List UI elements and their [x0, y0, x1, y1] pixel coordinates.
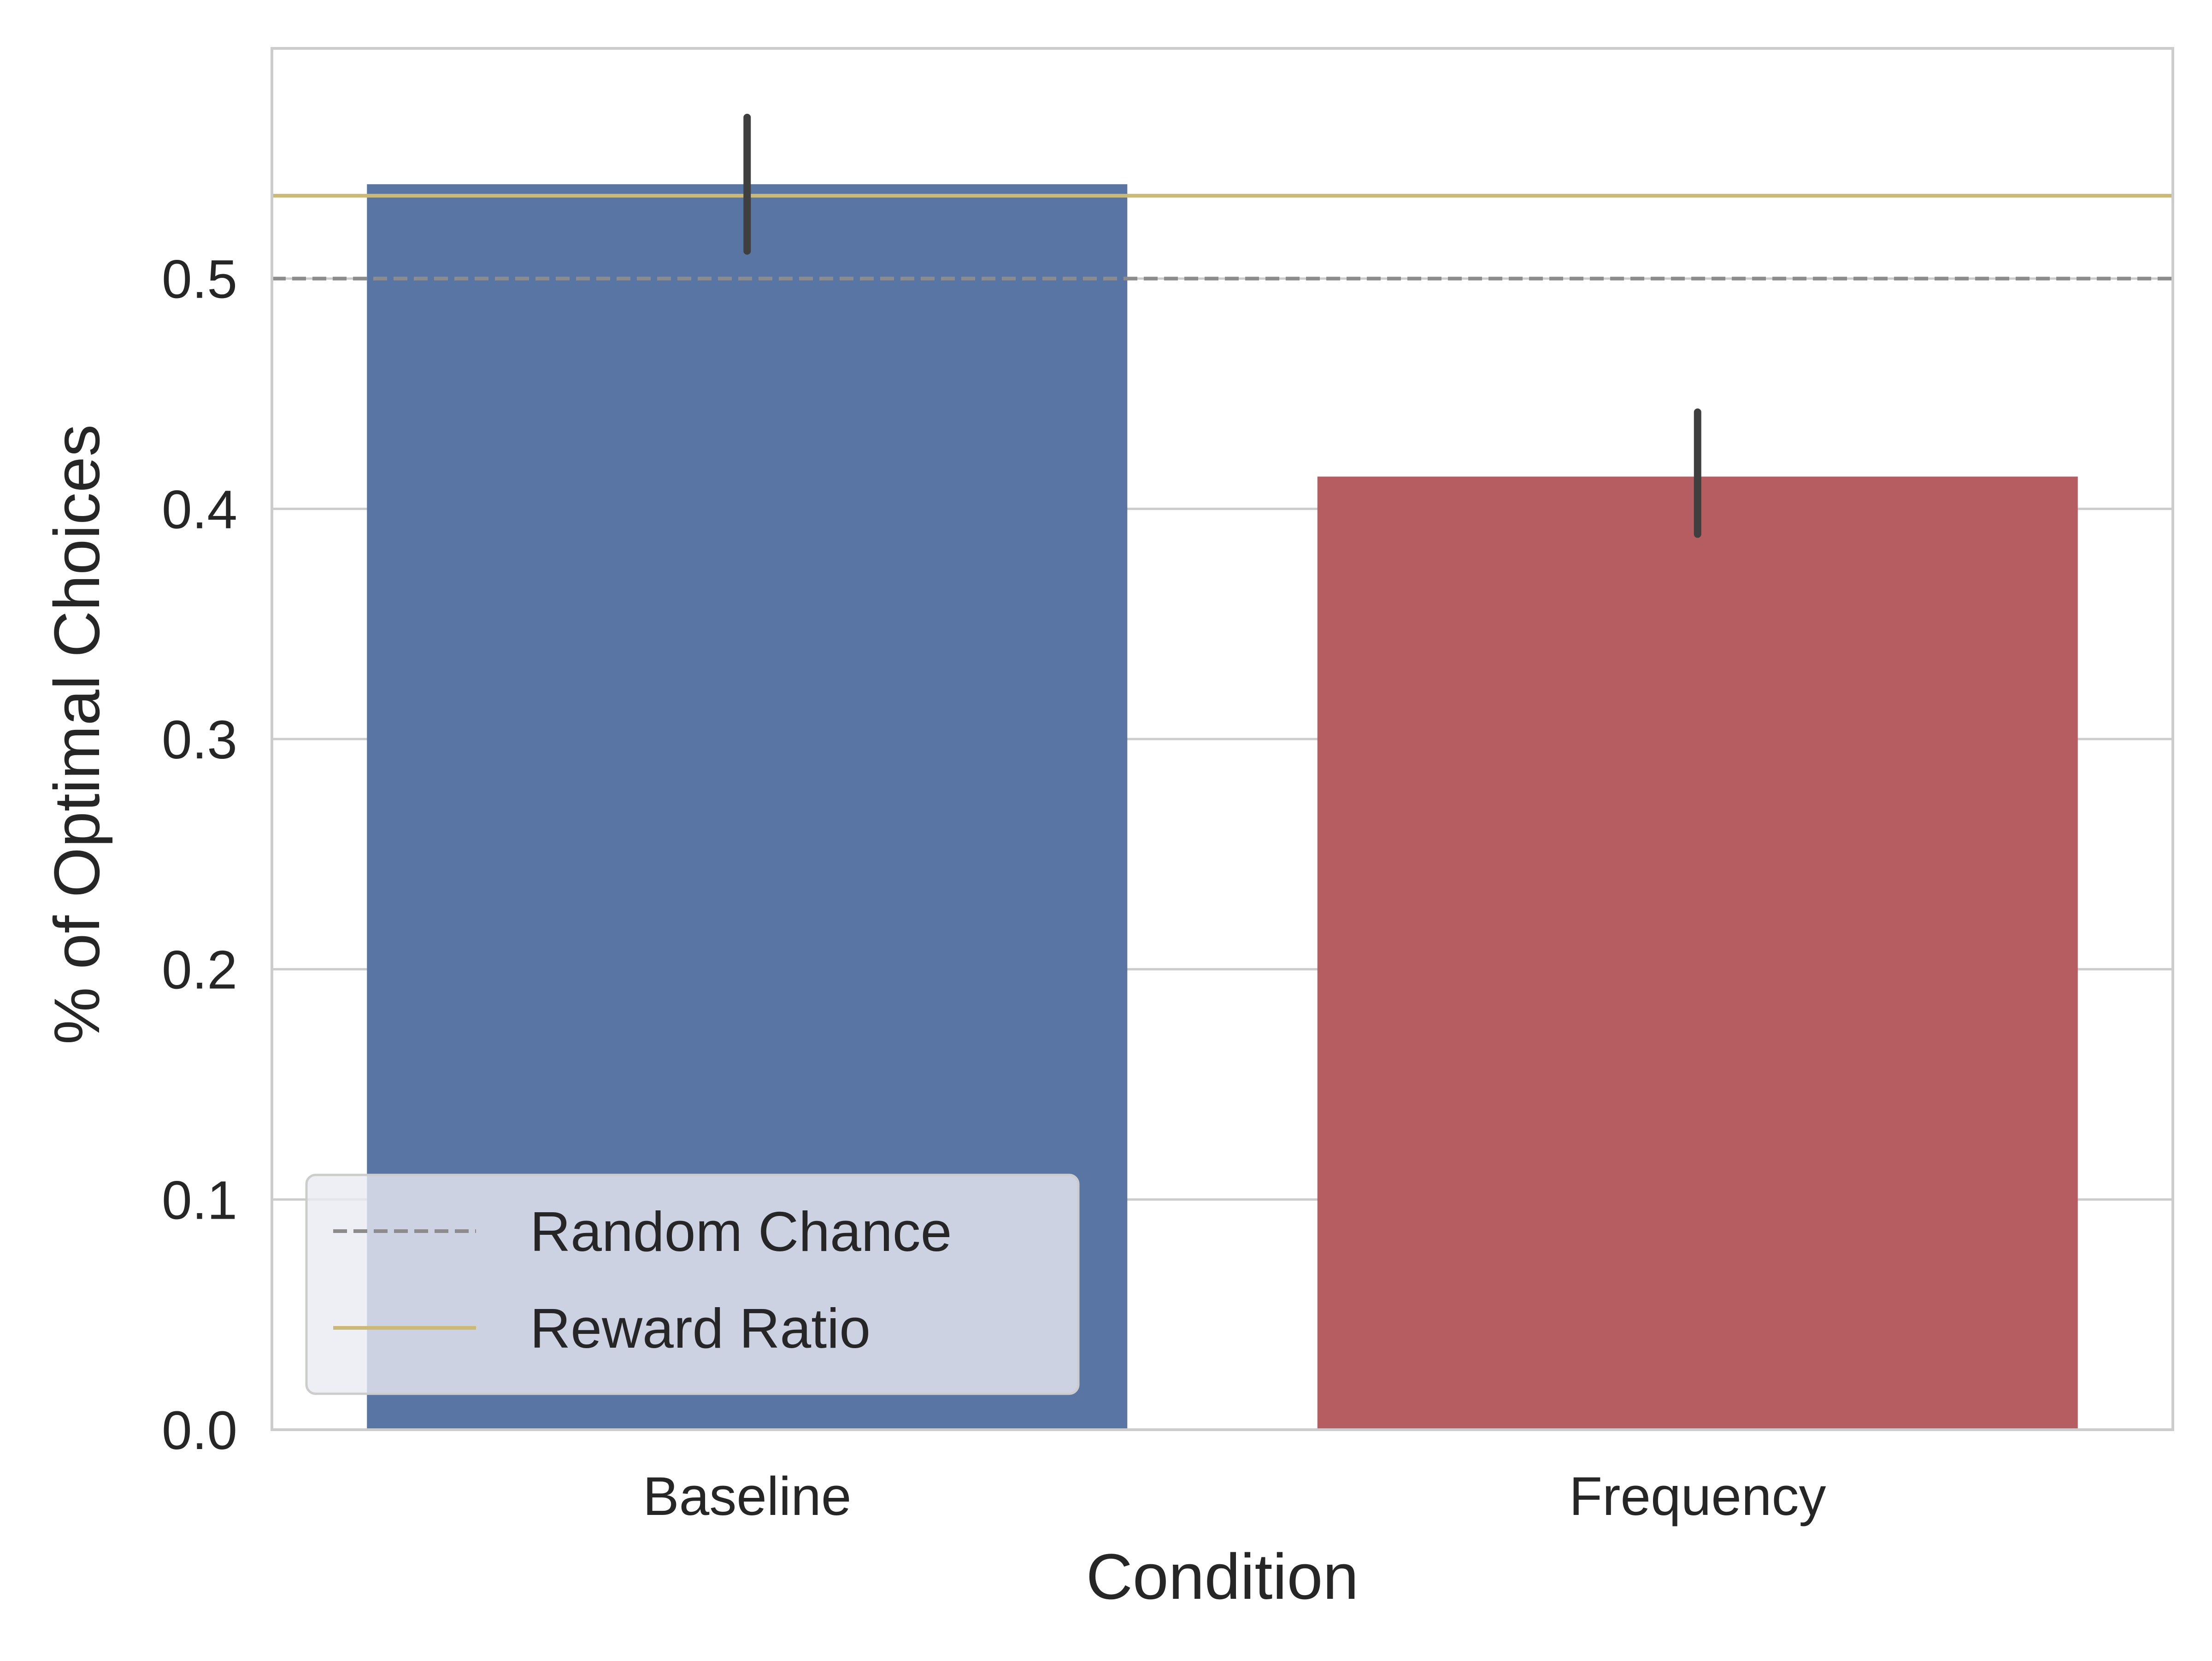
y-tick-label: 0.2 [162, 940, 237, 1001]
legend: Random Chance Reward Ratio [305, 1174, 1080, 1395]
plot-frame [271, 47, 2174, 1431]
error-bars [743, 113, 1701, 538]
legend-label: Random Chance [530, 1200, 952, 1263]
legend-label: Reward Ratio [530, 1297, 871, 1360]
y-tick-label: 0.1 [162, 1170, 237, 1231]
y-tick-label: 0.0 [162, 1400, 237, 1461]
y-tick-label: 0.5 [162, 249, 237, 310]
reference-lines [272, 194, 2173, 281]
x-tick-label: Baseline [643, 1466, 852, 1527]
x-tick-label: Frequency [1569, 1466, 1826, 1527]
y-tick-label: 0.4 [162, 479, 237, 540]
tick-labels: 0.0 0.1 0.2 0.3 0.4 0.5 Baseline Frequency [162, 249, 1826, 1527]
y-axis-title: % of Optimal Choices [41, 424, 113, 1045]
legend-box [305, 1174, 1080, 1395]
x-axis-title: Condition [1086, 1540, 1359, 1613]
y-tick-label: 0.3 [162, 710, 237, 770]
bar-frequency [1317, 476, 2078, 1430]
